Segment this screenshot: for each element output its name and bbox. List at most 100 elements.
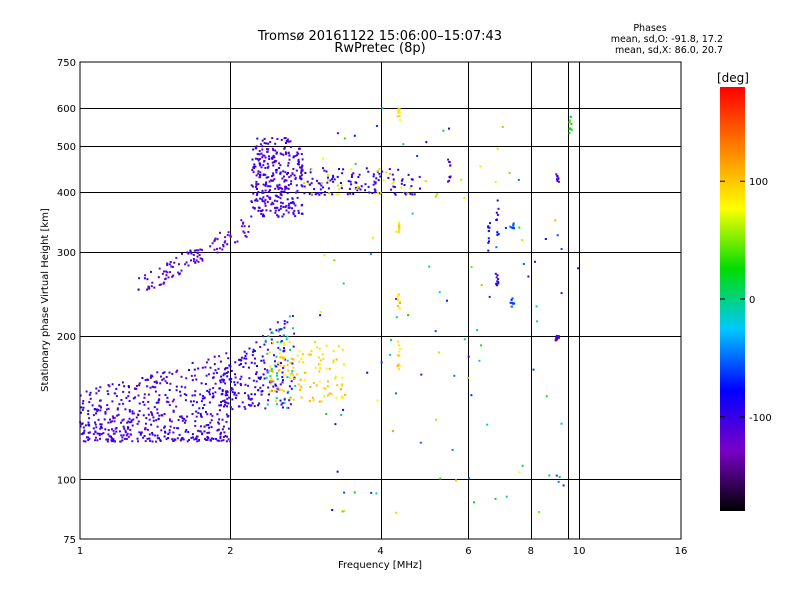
data-point [293, 209, 296, 212]
data-point [173, 261, 176, 264]
data-point [161, 378, 164, 381]
data-point [261, 355, 264, 358]
data-point [154, 434, 156, 437]
data-point [125, 396, 128, 399]
data-point [238, 358, 241, 361]
data-point [496, 280, 499, 283]
data-point [319, 367, 321, 370]
data-point [146, 385, 149, 388]
data-point [222, 436, 225, 438]
data-point [144, 440, 147, 443]
data-point [87, 421, 90, 424]
data-point [556, 234, 559, 237]
data-point [496, 233, 499, 236]
data-point [229, 234, 232, 237]
data-point [271, 201, 274, 204]
data-point [266, 166, 269, 169]
data-point [261, 145, 264, 148]
data-point [172, 274, 175, 277]
data-point [201, 259, 204, 262]
data-point [95, 392, 98, 395]
data-point [226, 366, 229, 369]
data-point [237, 405, 240, 408]
data-point [84, 440, 87, 443]
data-point [259, 143, 262, 146]
data-point [301, 353, 304, 356]
data-point [135, 416, 138, 419]
data-point [265, 142, 268, 145]
data-point [175, 405, 178, 408]
data-point [295, 184, 298, 187]
data-point [221, 390, 224, 392]
data-point [279, 193, 282, 196]
data-point [410, 185, 413, 188]
data-point [281, 215, 284, 218]
data-point [227, 370, 230, 373]
data-point [447, 158, 450, 161]
data-point [225, 392, 228, 395]
data-point [138, 277, 141, 280]
data-point [85, 390, 88, 393]
data-point [264, 202, 267, 205]
data-point [158, 398, 161, 401]
data-point [397, 168, 400, 171]
data-point [171, 372, 174, 375]
data-point [258, 402, 261, 405]
data-point [158, 414, 161, 417]
data-point [189, 249, 192, 252]
data-point [254, 393, 256, 396]
data-point [260, 166, 263, 169]
data-point [244, 234, 247, 237]
data-point [294, 204, 297, 207]
data-point [257, 172, 260, 175]
data-point [269, 365, 272, 368]
data-point [127, 420, 130, 423]
data-point [279, 191, 282, 194]
data-point [315, 384, 318, 387]
data-point [243, 405, 246, 408]
data-point [209, 245, 212, 248]
data-point [274, 211, 277, 214]
data-point [352, 193, 355, 195]
data-point [123, 437, 126, 440]
data-point [82, 440, 85, 443]
data-point [187, 264, 190, 267]
data-point [139, 433, 142, 436]
data-point [263, 215, 266, 218]
data-point [218, 409, 221, 412]
data-point [398, 368, 401, 371]
data-point [176, 369, 179, 372]
data-point [284, 185, 287, 188]
x-tick-label: 1 [77, 546, 83, 557]
data-point [203, 403, 206, 406]
data-point [130, 419, 133, 422]
data-point [280, 205, 282, 208]
data-point [221, 418, 224, 421]
data-point [218, 404, 221, 407]
data-point [283, 322, 286, 325]
data-point [157, 276, 160, 279]
data-point [270, 179, 273, 182]
data-point [156, 437, 159, 440]
data-point [289, 397, 292, 400]
data-point [302, 361, 304, 364]
data-point [111, 400, 114, 403]
data-point [289, 146, 292, 148]
data-point [126, 426, 129, 429]
data-point [172, 410, 175, 413]
data-point [257, 170, 260, 173]
data-point [84, 424, 87, 427]
data-point [243, 357, 246, 360]
data-point [364, 183, 367, 186]
data-point [175, 370, 178, 373]
data-point [367, 185, 370, 188]
data-point [300, 153, 303, 155]
data-point [167, 437, 170, 439]
data-point [229, 440, 232, 443]
data-point [163, 425, 166, 428]
data-point [250, 404, 253, 407]
data-point [252, 165, 255, 168]
data-point [146, 288, 148, 291]
data-point [195, 410, 198, 413]
data-point [189, 251, 192, 254]
